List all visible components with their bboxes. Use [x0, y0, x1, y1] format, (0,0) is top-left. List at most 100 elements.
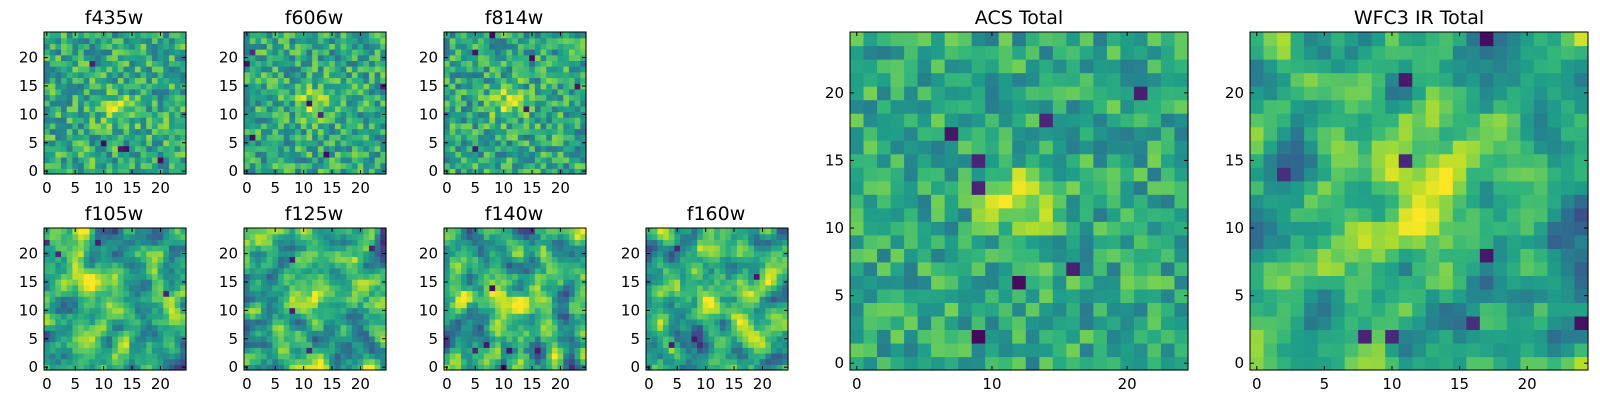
heatmap-cell	[278, 279, 285, 286]
heatmap-cell	[1052, 194, 1067, 209]
heatmap-cell	[89, 105, 96, 113]
heatmap-cell	[580, 88, 587, 96]
heatmap-cell	[563, 245, 570, 252]
heatmap-cell	[44, 156, 51, 164]
heatmap-cell	[266, 105, 273, 113]
heatmap-cell	[776, 324, 783, 331]
heatmap-cell	[725, 347, 732, 354]
heatmap-cell	[261, 358, 268, 365]
heatmap-cell	[363, 262, 370, 269]
heatmap-cell	[651, 364, 658, 371]
heatmap-cell	[261, 122, 268, 130]
y-tick-label: 20	[219, 245, 238, 263]
heatmap-cell	[368, 335, 376, 343]
heatmap-cell	[272, 347, 279, 354]
heatmap-cell	[78, 77, 85, 84]
heatmap-cell	[180, 151, 187, 158]
heatmap-cell	[523, 151, 530, 158]
heatmap-cell	[646, 301, 653, 309]
heatmap-cell	[180, 43, 187, 50]
heatmap-cell	[534, 307, 542, 314]
heatmap-cell	[283, 122, 291, 130]
heatmap-cell	[1133, 207, 1149, 222]
heatmap-cell	[44, 318, 51, 326]
heatmap-cell	[374, 111, 381, 118]
heatmap-cell	[563, 156, 570, 164]
heatmap-cell	[106, 233, 113, 240]
heatmap-cell	[461, 324, 468, 331]
heatmap-cell	[66, 145, 73, 152]
heatmap-cell	[261, 341, 268, 348]
heatmap-cell	[512, 49, 519, 56]
heatmap-cell	[568, 145, 576, 152]
heatmap-cell	[770, 250, 778, 257]
heatmap-cell	[163, 100, 170, 107]
heatmap-cell	[782, 284, 789, 292]
heatmap-cell	[563, 100, 570, 107]
heatmap-cell	[580, 245, 587, 252]
heatmap-cell	[719, 313, 727, 320]
heatmap-cell	[551, 139, 559, 147]
heatmap-cell	[146, 71, 153, 79]
heatmap-cell	[483, 156, 491, 164]
heatmap-cell	[449, 352, 456, 360]
heatmap-cell	[1120, 167, 1135, 182]
heatmap-cell	[719, 341, 727, 348]
heatmap-cell	[574, 100, 581, 107]
heatmap-cell	[351, 262, 359, 269]
heatmap-cell	[168, 88, 176, 96]
heatmap-cell	[736, 324, 744, 331]
heatmap-cell	[574, 364, 581, 371]
heatmap-cell	[117, 60, 125, 67]
heatmap-cell	[944, 302, 959, 317]
heatmap-cell	[112, 145, 119, 152]
heatmap-cell	[363, 358, 370, 365]
heatmap-cell	[958, 167, 973, 182]
heatmap-cell	[563, 341, 570, 348]
heatmap-cell	[117, 341, 125, 348]
heatmap-cell	[334, 151, 342, 158]
heatmap-cell	[697, 330, 704, 337]
heatmap-cell	[55, 88, 62, 96]
heatmap-cell	[1174, 342, 1189, 358]
heatmap-cell	[568, 273, 576, 280]
heatmap-cell	[551, 100, 559, 107]
heatmap-cell	[719, 296, 727, 303]
heatmap-cell	[368, 134, 376, 141]
heatmap-cell	[49, 168, 56, 175]
heatmap-cell	[546, 245, 553, 252]
heatmap-cell	[134, 71, 142, 79]
heatmap-cell	[255, 105, 262, 113]
heatmap-cell	[78, 233, 85, 240]
heatmap-cell	[346, 330, 353, 337]
y-tick-label: 0	[28, 162, 38, 180]
heatmap-cell	[283, 66, 291, 73]
heatmap-cell	[244, 66, 251, 73]
heatmap-cell	[346, 122, 353, 130]
heatmap-cell	[329, 279, 336, 286]
heatmap-cell	[517, 43, 525, 50]
heatmap-cell	[312, 162, 319, 169]
heatmap-cell	[685, 301, 693, 309]
heatmap-cell	[489, 250, 496, 257]
heatmap-cell	[506, 66, 513, 73]
heatmap-cell	[312, 94, 319, 101]
heatmap-cell	[278, 233, 285, 240]
heatmap-cell	[363, 88, 370, 96]
heatmap-cell	[472, 330, 479, 337]
heatmap-cell	[55, 347, 62, 354]
heatmap-cell	[495, 54, 502, 61]
plot-frame-f125w	[243, 227, 387, 371]
heatmap-cell	[529, 313, 536, 320]
heatmap-cell	[146, 139, 153, 147]
heatmap-cell	[329, 330, 336, 337]
heatmap-cell	[1133, 288, 1149, 303]
heatmap-cell	[266, 122, 273, 130]
heatmap-cell	[668, 330, 675, 337]
heatmap-cell	[44, 100, 51, 107]
heatmap-cell	[49, 151, 56, 158]
heatmap-cell	[765, 335, 772, 343]
heatmap-cell	[657, 279, 664, 286]
heatmap-cell	[180, 128, 187, 135]
heatmap-cell	[374, 307, 381, 314]
